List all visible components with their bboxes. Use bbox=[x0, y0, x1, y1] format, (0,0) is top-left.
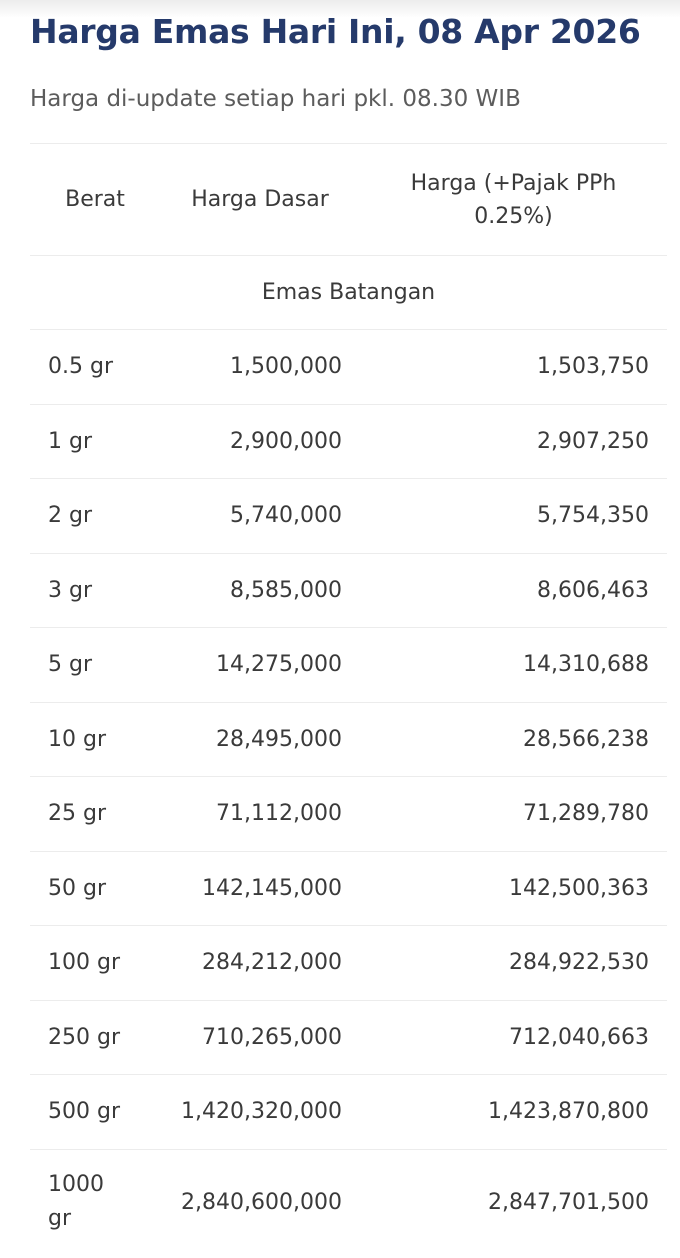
cell-base-price: 71,112,000 bbox=[160, 776, 360, 851]
cell-weight: 250 gr bbox=[30, 999, 160, 1075]
table-row: 0.5 gr 1,500,000 1,503,750 bbox=[30, 329, 667, 404]
cell-weight: 10 gr bbox=[30, 701, 160, 777]
group-row: Emas Batangan bbox=[30, 255, 667, 330]
table-row: 10 gr 28,495,000 28,566,238 bbox=[30, 701, 667, 777]
cell-weight: 1000 gr bbox=[30, 1148, 160, 1255]
cell-weight: 100 gr bbox=[30, 925, 160, 1000]
page-title: Harga Emas Hari Ini, 08 Apr 2026 bbox=[30, 12, 641, 51]
cell-base-price: 2,840,600,000 bbox=[160, 1148, 360, 1255]
table-row: 250 gr 710,265,000 712,040,663 bbox=[30, 999, 667, 1075]
cell-price-with-tax: 2,847,701,500 bbox=[360, 1148, 667, 1255]
table-row: 500 gr 1,420,320,000 1,423,870,800 bbox=[30, 1074, 667, 1149]
cell-weight: 25 gr bbox=[30, 776, 160, 851]
table-row: 1000 gr 2,840,600,000 2,847,701,500 bbox=[30, 1148, 667, 1255]
cell-price-with-tax: 712,040,663 bbox=[360, 999, 667, 1075]
cell-price-with-tax: 284,922,530 bbox=[360, 925, 667, 1000]
table-header-row: Berat Harga Dasar Harga (+Pajak PPh 0.25… bbox=[30, 143, 667, 256]
cell-price-with-tax: 71,289,780 bbox=[360, 776, 667, 851]
cell-base-price: 5,740,000 bbox=[160, 478, 360, 553]
cell-base-price: 8,585,000 bbox=[160, 552, 360, 628]
cell-weight: 5 gr bbox=[30, 627, 160, 702]
cell-base-price: 2,900,000 bbox=[160, 403, 360, 479]
cell-price-with-tax: 14,310,688 bbox=[360, 627, 667, 702]
cell-base-price: 28,495,000 bbox=[160, 701, 360, 777]
cell-price-with-tax: 2,907,250 bbox=[360, 403, 667, 479]
cell-price-with-tax: 8,606,463 bbox=[360, 552, 667, 628]
cell-base-price: 142,145,000 bbox=[160, 850, 360, 926]
cell-weight: 2 gr bbox=[30, 478, 160, 553]
header-base-price: Harga Dasar bbox=[160, 143, 360, 256]
cell-base-price: 1,420,320,000 bbox=[160, 1074, 360, 1149]
cell-weight: 0.5 gr bbox=[30, 329, 160, 404]
table-row: 50 gr 142,145,000 142,500,363 bbox=[30, 850, 667, 926]
header-price-with-tax: Harga (+Pajak PPh 0.25%) bbox=[360, 143, 667, 256]
header-weight: Berat bbox=[30, 143, 160, 256]
cell-base-price: 284,212,000 bbox=[160, 925, 360, 1000]
cell-base-price: 1,500,000 bbox=[160, 329, 360, 404]
table-row: 25 gr 71,112,000 71,289,780 bbox=[30, 776, 667, 851]
cell-weight: 3 gr bbox=[30, 552, 160, 628]
cell-base-price: 710,265,000 bbox=[160, 999, 360, 1075]
table-row: 5 gr 14,275,000 14,310,688 bbox=[30, 627, 667, 702]
top-shadow bbox=[0, 0, 680, 18]
cell-weight: 50 gr bbox=[30, 850, 160, 926]
cell-price-with-tax: 1,503,750 bbox=[360, 329, 667, 404]
table-body: Emas Batangan 0.5 gr 1,500,000 1,503,750… bbox=[30, 255, 667, 1255]
table-row: 100 gr 284,212,000 284,922,530 bbox=[30, 925, 667, 1000]
update-note: Harga di-update setiap hari pkl. 08.30 W… bbox=[30, 86, 521, 112]
group-label: Emas Batangan bbox=[30, 255, 667, 330]
gold-price-table: Berat Harga Dasar Harga (+Pajak PPh 0.25… bbox=[30, 143, 667, 1255]
cell-weight: 1 gr bbox=[30, 403, 160, 479]
table-row: 3 gr 8,585,000 8,606,463 bbox=[30, 552, 667, 628]
cell-weight: 500 gr bbox=[30, 1074, 160, 1149]
table-row: 2 gr 5,740,000 5,754,350 bbox=[30, 478, 667, 553]
cell-base-price: 14,275,000 bbox=[160, 627, 360, 702]
cell-price-with-tax: 5,754,350 bbox=[360, 478, 667, 553]
cell-price-with-tax: 1,423,870,800 bbox=[360, 1074, 667, 1149]
cell-price-with-tax: 28,566,238 bbox=[360, 701, 667, 777]
table-row: 1 gr 2,900,000 2,907,250 bbox=[30, 403, 667, 479]
cell-price-with-tax: 142,500,363 bbox=[360, 850, 667, 926]
